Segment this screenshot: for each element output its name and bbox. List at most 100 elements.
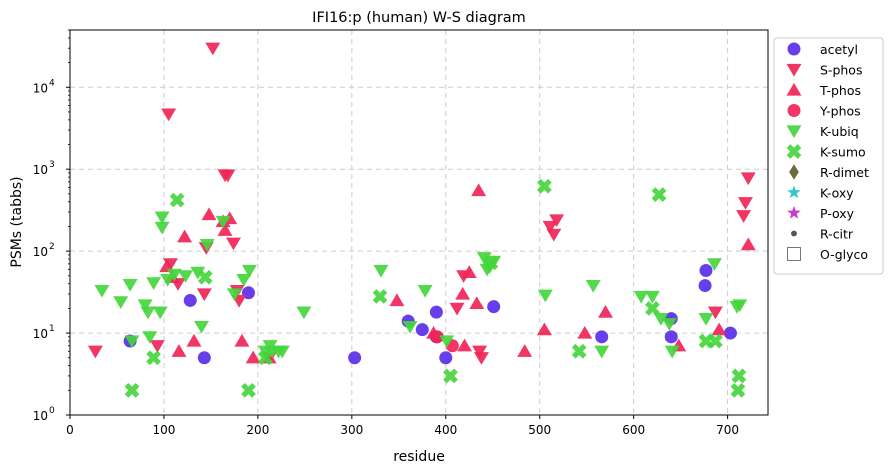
grid	[70, 30, 768, 415]
point-acetyl	[723, 326, 737, 340]
point-K-ubiq	[664, 345, 680, 359]
point-S-phos	[449, 302, 465, 316]
point-K-ubiq	[190, 266, 206, 280]
legend-marker-R-citr	[791, 230, 797, 237]
point-T-phos	[536, 322, 552, 336]
point-K-ubiq	[732, 299, 748, 313]
point-T-phos	[461, 265, 477, 279]
point-K-sumo	[645, 301, 660, 316]
x-tick-label: 100	[152, 423, 175, 437]
point-K-ubiq	[137, 299, 153, 313]
point-K-ubiq	[146, 277, 162, 290]
y-tick-exponent: 4	[49, 78, 55, 88]
y-tick-label: 10	[33, 81, 48, 95]
point-S-phos	[542, 220, 558, 234]
point-S-phos	[737, 197, 753, 210]
point-K-sumo	[537, 178, 552, 194]
point-acetyl	[439, 351, 453, 365]
series-acetyl	[123, 264, 737, 365]
point-S-phos	[220, 169, 236, 183]
point-acetyl	[197, 351, 211, 365]
point-K-ubiq	[194, 320, 209, 334]
legend-marker-acetyl	[787, 42, 801, 56]
point-S-phos	[196, 288, 212, 302]
point-T-phos	[469, 296, 485, 310]
point-S-phos	[87, 345, 103, 359]
data-points	[87, 42, 756, 398]
y-tick-label: 10	[33, 245, 48, 259]
point-S-phos	[472, 345, 488, 359]
point-K-ubiq	[166, 268, 182, 282]
legend-label: R-dimet	[820, 165, 869, 180]
point-K-ubiq	[140, 306, 156, 320]
point-acetyl	[487, 300, 501, 314]
point-K-ubiq	[142, 331, 158, 344]
point-S-phos	[549, 214, 565, 228]
legend-label: O-glyco	[820, 247, 868, 262]
point-K-ubiq	[154, 211, 170, 225]
point-K-ubiq	[124, 335, 140, 349]
point-K-ubiq	[706, 258, 722, 271]
point-K-ubiq	[94, 284, 110, 298]
point-K-ubiq	[160, 273, 176, 287]
point-K-ubiq	[226, 288, 242, 302]
point-T-phos	[217, 223, 233, 236]
point-acetyl	[415, 323, 429, 337]
legend-marker-O-glyco	[787, 247, 801, 261]
point-K-sumo	[651, 187, 667, 202]
x-tick-label: 600	[622, 423, 645, 437]
point-K-ubiq	[644, 290, 660, 304]
legend-marker-P-oxy	[787, 205, 801, 219]
point-T-phos	[389, 293, 405, 307]
point-acetyl	[183, 293, 197, 307]
point-K-ubiq	[199, 239, 215, 252]
y-tick-label: 10	[33, 327, 48, 341]
chart-title: IFI16:p (human) W-S diagram	[312, 10, 526, 26]
point-K-ubiq	[633, 290, 649, 304]
point-S-phos	[546, 228, 562, 242]
point-K-ubiq	[594, 345, 610, 359]
legend-marker-K-ubiq	[786, 125, 802, 139]
point-T-phos	[177, 229, 193, 243]
point-K-ubiq	[402, 320, 418, 334]
point-K-sumo	[708, 333, 723, 349]
point-K-sumo	[258, 350, 273, 366]
point-acetyl	[664, 330, 678, 344]
point-K-ubiq	[417, 284, 433, 298]
legend-label: P-oxy	[820, 206, 855, 221]
x-tick-label: 500	[528, 423, 551, 437]
plot-frame	[69, 29, 769, 416]
point-K-ubiq	[661, 318, 677, 331]
point-T-phos	[471, 183, 487, 197]
point-T-phos	[186, 333, 202, 347]
legend-label: K-oxy	[820, 186, 854, 201]
point-T-phos	[201, 207, 217, 221]
legend-label: acetyl	[820, 42, 858, 57]
point-K-sumo	[146, 350, 161, 366]
point-T-phos	[245, 350, 261, 364]
point-K-ubiq	[113, 296, 129, 310]
point-S-phos	[707, 306, 723, 320]
point-T-phos	[517, 344, 533, 357]
y-tick-label: 10	[33, 409, 48, 423]
legend-box	[773, 37, 884, 275]
point-S-phos	[149, 340, 165, 353]
point-acetyl	[698, 279, 712, 293]
point-K-ubiq	[296, 306, 312, 320]
point-K-ubiq	[178, 270, 194, 283]
legend-marker-K-oxy	[787, 185, 801, 199]
point-K-sumo	[241, 382, 256, 398]
y-tick-exponent: 0	[49, 406, 55, 416]
point-T-phos	[457, 338, 473, 352]
x-tick-label: 700	[716, 423, 739, 437]
point-acetyl	[595, 330, 609, 344]
legend-label: R-citr	[820, 227, 854, 242]
series-K-ubiq	[94, 211, 748, 359]
x-tick-label: 200	[246, 423, 269, 437]
point-K-ubiq	[698, 313, 714, 326]
point-T-phos	[234, 333, 250, 347]
point-T-phos	[171, 344, 187, 357]
point-K-ubiq	[585, 279, 601, 293]
